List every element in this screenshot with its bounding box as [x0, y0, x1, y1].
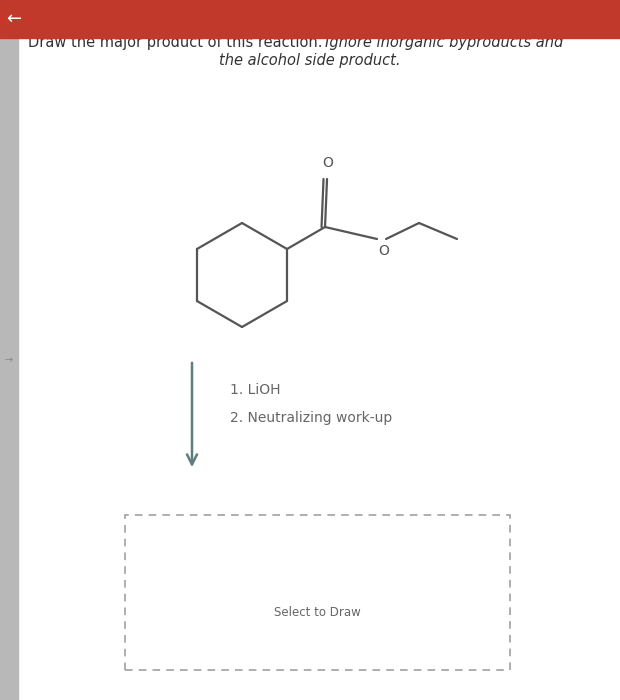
- Text: →: →: [5, 355, 13, 365]
- Bar: [0, 38, 18, 700]
- Text: Select to Draw: Select to Draw: [274, 606, 361, 619]
- Text: the alcohol side product.: the alcohol side product.: [219, 52, 401, 67]
- Text: O: O: [322, 156, 334, 170]
- Text: 1. LiOH: 1. LiOH: [230, 383, 280, 397]
- Text: Ignore inorganic byproducts and: Ignore inorganic byproducts and: [325, 36, 563, 50]
- Bar: [0, 0, 620, 38]
- Bar: [125, 515, 510, 670]
- Text: Draw the major product of this reaction.: Draw the major product of this reaction.: [28, 36, 327, 50]
- Text: 2. Neutralizing work-up: 2. Neutralizing work-up: [230, 411, 392, 425]
- Text: O: O: [378, 244, 389, 258]
- Text: ←: ←: [6, 10, 22, 28]
